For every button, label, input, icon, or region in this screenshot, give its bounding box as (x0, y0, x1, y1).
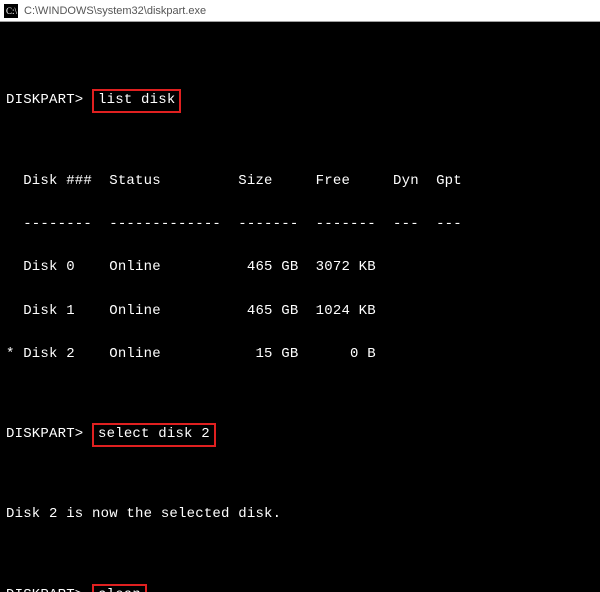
cmd-icon: C:\ (4, 4, 18, 18)
prompt: DISKPART> (6, 92, 83, 108)
highlighted-command: clean (92, 584, 147, 592)
terminal-body: DISKPART> list disk Disk ### Status Size… (0, 22, 600, 592)
cmd-line-select-disk: DISKPART> select disk 2 (6, 423, 594, 447)
table-divider: -------- ------------- ------- ------- -… (6, 214, 594, 236)
table-row: Disk 0 Online 465 GB 3072 KB (6, 257, 594, 279)
prompt: DISKPART> (6, 587, 83, 592)
cmd-line-clean: DISKPART> clean (6, 584, 594, 592)
window-titlebar[interactable]: C:\ C:\WINDOWS\system32\diskpart.exe (0, 0, 600, 22)
output-line: Disk 2 is now the selected disk. (6, 504, 594, 526)
table-row: Disk 1 Online 465 GB 1024 KB (6, 301, 594, 323)
table-header: Disk ### Status Size Free Dyn Gpt (6, 171, 594, 193)
highlighted-command: select disk 2 (92, 423, 216, 447)
cmd-line-list-disk: DISKPART> list disk (6, 89, 594, 113)
highlighted-command: list disk (92, 89, 181, 113)
window-title: C:\WINDOWS\system32\diskpart.exe (24, 5, 206, 17)
prompt: DISKPART> (6, 426, 83, 442)
table-row: * Disk 2 Online 15 GB 0 B (6, 344, 594, 366)
svg-text:C:\: C:\ (6, 6, 18, 16)
